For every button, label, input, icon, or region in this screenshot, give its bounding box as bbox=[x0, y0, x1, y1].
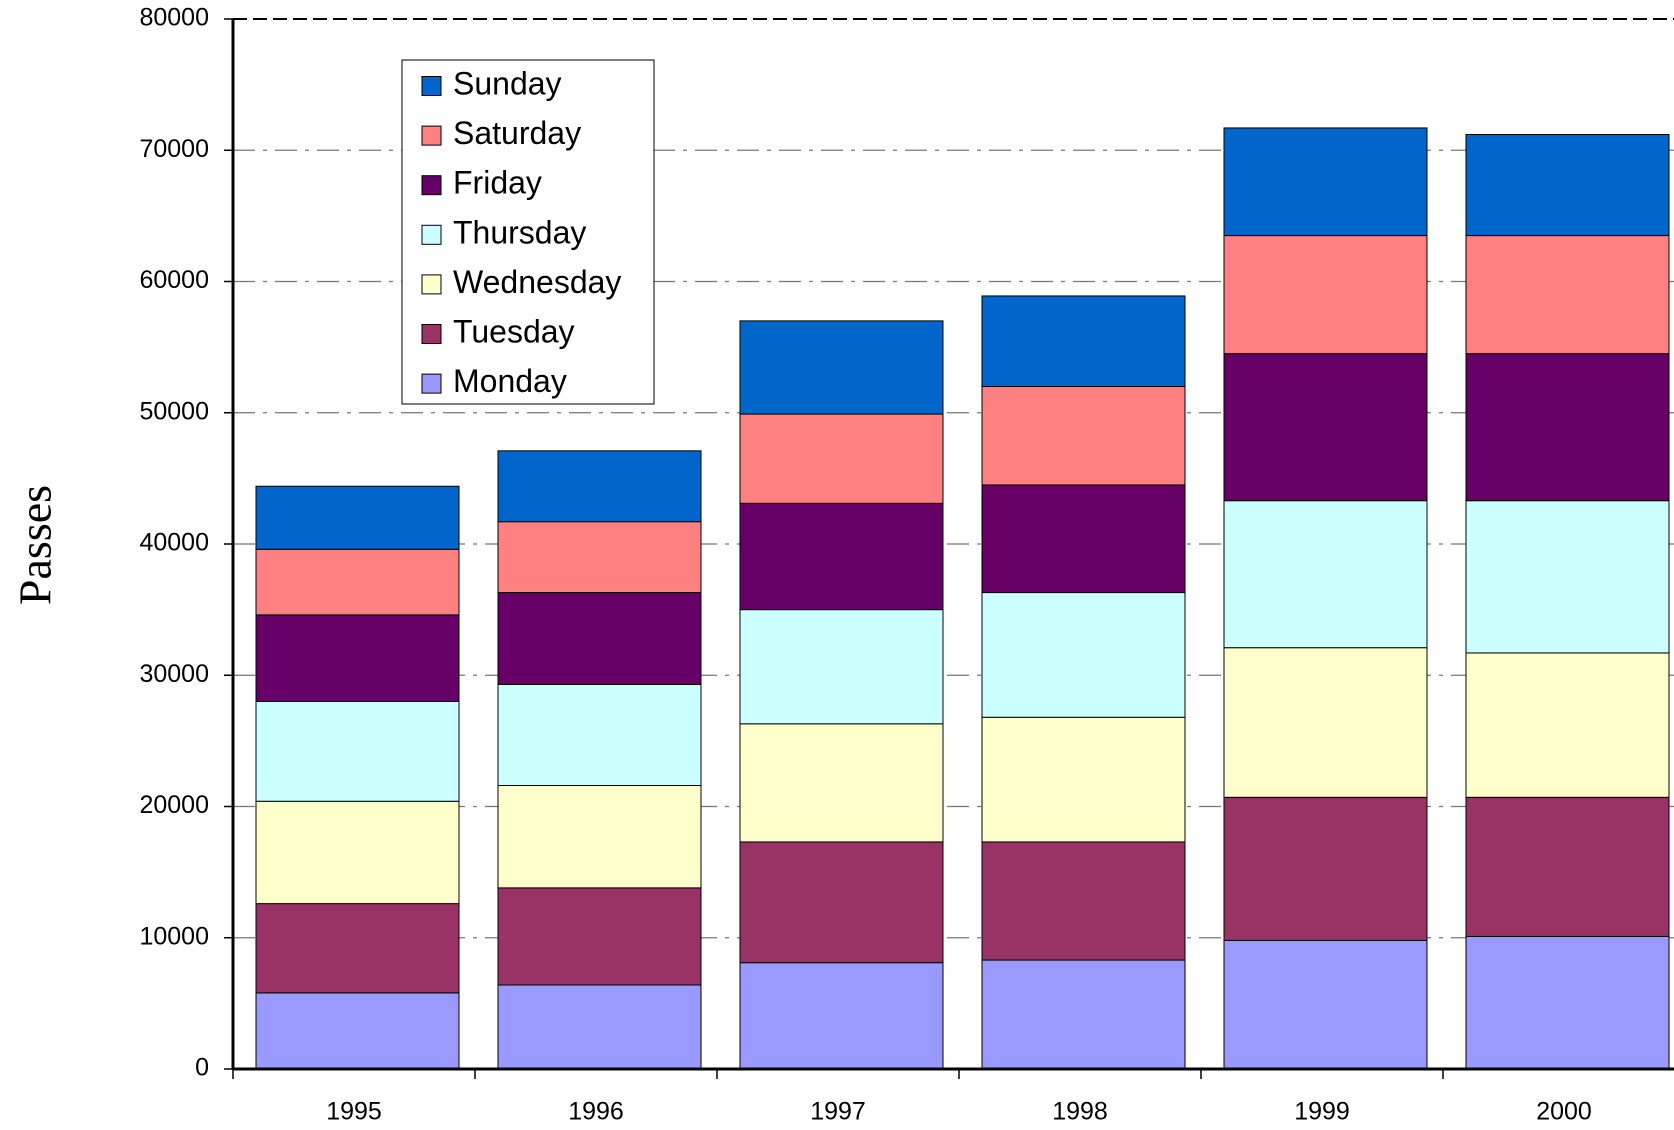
legend-label: Monday bbox=[453, 363, 567, 399]
x-tick-label: 1999 bbox=[1294, 1098, 1350, 1126]
legend-swatch bbox=[421, 224, 442, 245]
y-axis-label: Passes bbox=[10, 485, 61, 605]
bar-segment bbox=[1465, 353, 1670, 502]
x-tick-label: 1995 bbox=[326, 1098, 382, 1126]
bar-segment bbox=[497, 683, 702, 786]
legend-label: Saturday bbox=[453, 115, 581, 151]
y-tick-label: 50000 bbox=[139, 397, 209, 425]
bar-segment bbox=[739, 413, 944, 504]
legend-swatch bbox=[421, 125, 442, 146]
bar-segment bbox=[981, 592, 1186, 718]
bar-segment bbox=[1465, 134, 1670, 237]
bar-segment bbox=[1465, 652, 1670, 798]
bar-segment bbox=[981, 841, 1186, 961]
bar-segment bbox=[1465, 500, 1670, 654]
x-tick-label: 1996 bbox=[568, 1098, 624, 1126]
bar-segment bbox=[497, 450, 702, 523]
bar-segment bbox=[1223, 647, 1428, 798]
legend-box bbox=[401, 59, 655, 405]
x-tick-label: 1997 bbox=[810, 1098, 866, 1126]
legend-label: Thursday bbox=[453, 214, 586, 250]
x-tick-label: 1998 bbox=[1052, 1098, 1108, 1126]
bar-segment bbox=[981, 295, 1186, 387]
bar-segment bbox=[1465, 935, 1670, 1070]
bar-segment bbox=[1223, 796, 1428, 941]
legend-swatch bbox=[421, 373, 442, 394]
bar-segment bbox=[497, 592, 702, 685]
bar-segment bbox=[1223, 939, 1428, 1070]
bar-segment bbox=[497, 785, 702, 889]
legend-swatch bbox=[421, 76, 442, 96]
legend-label: Friday bbox=[453, 165, 542, 201]
legend-swatch bbox=[421, 274, 442, 295]
y-tick-label: 80000 bbox=[139, 4, 209, 32]
bar-segment bbox=[739, 962, 944, 1070]
y-tick-label: 0 bbox=[195, 1054, 209, 1082]
bar-segment bbox=[255, 701, 460, 802]
bar-segment bbox=[1465, 235, 1670, 355]
y-tick-label: 70000 bbox=[139, 135, 209, 163]
bar-segment bbox=[497, 887, 702, 986]
legend-label: Tuesday bbox=[453, 313, 575, 349]
bar-segment bbox=[739, 841, 944, 964]
bar-segment bbox=[497, 984, 702, 1070]
bar-segment bbox=[1223, 127, 1428, 237]
bar-segment bbox=[255, 903, 460, 994]
bar-segment bbox=[1223, 353, 1428, 502]
bar-segment bbox=[1223, 500, 1428, 649]
bar-segment bbox=[739, 320, 944, 415]
bar-segment bbox=[255, 548, 460, 616]
y-tick-label: 60000 bbox=[139, 266, 209, 294]
y-tick-label: 40000 bbox=[139, 529, 209, 557]
y-tick-label: 20000 bbox=[139, 791, 209, 819]
bar-segment bbox=[497, 521, 702, 594]
legend-swatch bbox=[421, 324, 442, 344]
bar-segment bbox=[255, 614, 460, 702]
bar-segment bbox=[981, 716, 1186, 843]
y-tick-label: 30000 bbox=[139, 660, 209, 688]
bar-segment bbox=[739, 609, 944, 725]
bar-segment bbox=[1223, 235, 1428, 355]
legend-label: Wednesday bbox=[453, 264, 621, 300]
bar-segment bbox=[739, 723, 944, 843]
legend-swatch bbox=[421, 175, 442, 196]
bar-segment bbox=[1465, 796, 1670, 937]
bar-segment bbox=[981, 386, 1186, 486]
bar-segment bbox=[255, 992, 460, 1070]
bar-segment bbox=[255, 800, 460, 905]
x-tick-label: 2000 bbox=[1536, 1098, 1592, 1126]
bar-segment bbox=[981, 959, 1186, 1070]
y-tick-label: 10000 bbox=[139, 922, 209, 950]
bar-segment bbox=[255, 485, 460, 550]
bar-segment bbox=[981, 484, 1186, 594]
bar-segment bbox=[739, 502, 944, 611]
legend-label: Sunday bbox=[453, 65, 562, 101]
